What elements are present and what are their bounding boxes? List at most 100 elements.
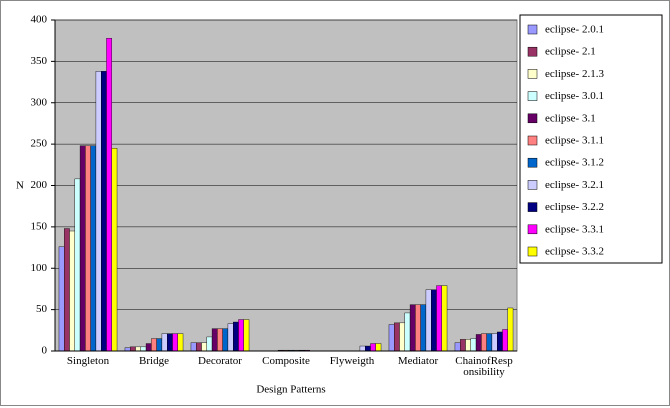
bar	[135, 346, 142, 352]
legend-swatch	[527, 91, 538, 101]
x-tick-label: Flyweigth	[329, 355, 375, 367]
bar	[404, 312, 411, 352]
bar	[69, 230, 75, 352]
bar	[217, 328, 223, 352]
bar	[151, 338, 157, 352]
bar	[190, 342, 197, 352]
bar	[460, 339, 466, 352]
bar	[196, 342, 202, 352]
bar	[475, 334, 482, 352]
bar	[232, 321, 239, 352]
bar	[140, 346, 147, 352]
bar	[177, 333, 184, 352]
legend-swatch	[527, 46, 538, 57]
y-tick-label: 400	[31, 14, 48, 26]
bar	[359, 345, 366, 352]
bar	[465, 339, 471, 352]
bar	[130, 346, 136, 352]
bar	[227, 323, 234, 352]
bar	[394, 322, 400, 352]
bar	[145, 343, 152, 352]
bar	[166, 333, 173, 352]
legend-label: eclipse- 3.0.1	[545, 90, 604, 102]
y-axis-label: N	[16, 180, 24, 192]
bar	[409, 304, 416, 352]
legend-swatch	[527, 113, 538, 124]
x-axis-label: Design Patterns	[256, 384, 325, 396]
bar	[243, 319, 250, 352]
x-tick-label: ChainofResponsibility	[455, 355, 513, 378]
bar	[79, 145, 86, 352]
legend-label: eclipse- 3.2.2	[545, 201, 604, 213]
legend-swatch	[527, 135, 538, 146]
bar	[375, 343, 382, 352]
legend-box	[519, 14, 663, 264]
legend-label: eclipse- 2.1.3	[545, 68, 604, 80]
bar	[441, 285, 448, 352]
bar	[222, 328, 229, 352]
legend-swatch	[527, 157, 538, 168]
y-tick-label: 50	[36, 303, 48, 315]
y-tick-label: 0	[42, 345, 48, 357]
bar	[206, 336, 213, 352]
bar	[454, 342, 461, 352]
bar	[95, 71, 102, 352]
x-tick-label: Composite	[262, 355, 310, 367]
bar	[64, 228, 70, 352]
legend-swatch	[527, 202, 538, 212]
legend-label: eclipse- 3.1.2	[545, 157, 604, 169]
bar	[502, 329, 508, 352]
x-tick-label: Singleton	[66, 355, 110, 367]
bar	[74, 178, 81, 352]
bar	[431, 289, 437, 352]
bar	[420, 304, 427, 352]
bar	[172, 333, 178, 352]
y-tick-label: 200	[31, 179, 48, 191]
x-tick-label: Mediator	[397, 355, 439, 367]
bar	[399, 322, 405, 352]
legend-label: eclipse- 3.1	[545, 112, 596, 124]
legend-label: eclipse- 3.3.2	[545, 246, 604, 258]
bar	[106, 38, 112, 352]
bar	[481, 333, 487, 352]
y-tick-label: 250	[31, 138, 48, 150]
legend-label: eclipse- 3.2.1	[545, 179, 604, 191]
legend-swatch	[527, 24, 538, 35]
bar	[497, 331, 503, 352]
bar	[370, 343, 376, 352]
x-tick-label: Decorator	[198, 355, 242, 367]
y-tick-label: 300	[31, 96, 48, 108]
legend-swatch	[527, 224, 538, 235]
bar	[486, 333, 493, 352]
y-tick-label: 350	[31, 55, 48, 67]
bar	[491, 333, 498, 352]
x-tick-label: Bridge	[139, 355, 169, 367]
bar	[507, 307, 514, 352]
bar	[388, 324, 395, 352]
legend-label: eclipse- 2.0.1	[545, 24, 604, 36]
legend-swatch	[527, 69, 538, 79]
bar	[156, 338, 163, 352]
legend-label: eclipse- 3.1.1	[545, 135, 604, 147]
bar	[425, 289, 432, 352]
bar	[415, 304, 421, 352]
bar	[201, 342, 208, 352]
bar	[238, 319, 244, 352]
bar	[85, 145, 91, 352]
bar	[436, 285, 442, 352]
bar	[161, 333, 168, 352]
bar	[365, 345, 371, 352]
legend-label: eclipse- 3.3.1	[545, 223, 604, 235]
bar	[58, 246, 65, 352]
bar	[100, 71, 107, 352]
legend-label: eclipse- 2.1	[545, 46, 596, 58]
bar	[111, 148, 118, 352]
legend-swatch	[527, 246, 538, 257]
bar	[211, 328, 218, 352]
y-tick-label: 150	[31, 220, 48, 232]
y-tick-label: 100	[31, 262, 48, 274]
bar	[90, 145, 97, 352]
legend-swatch	[527, 180, 538, 190]
